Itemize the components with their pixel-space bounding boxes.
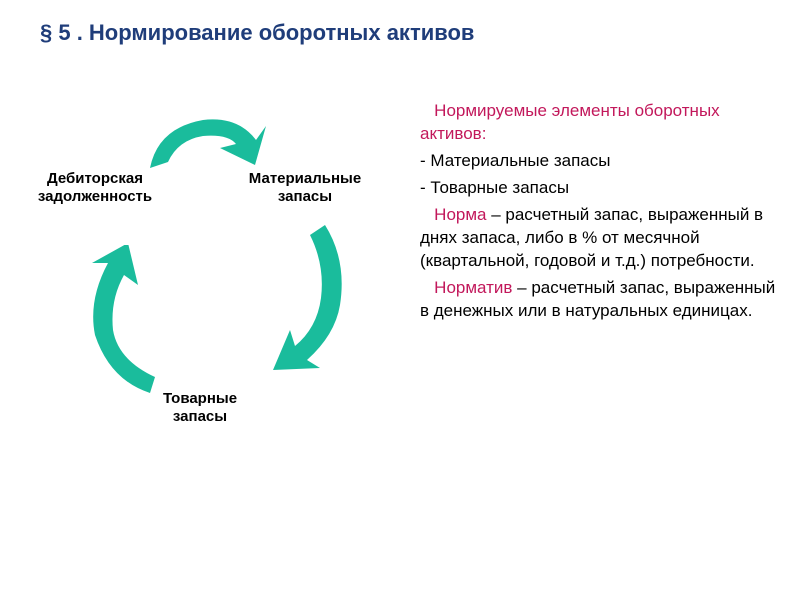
page-title: § 5 . Нормирование оборотных активов [40, 20, 474, 46]
cycle-diagram: Дебиторская задолженность Материальные з… [20, 100, 400, 500]
term-normativ: Норматив [434, 278, 512, 297]
cycle-arrow-left [80, 245, 175, 400]
list-item: - Товарные запасы [420, 177, 780, 200]
cycle-label-tovar: Товарные запасы [150, 390, 250, 426]
elements-title: Нормируемые элементы оборотных активов: [420, 101, 720, 143]
text-content: Нормируемые элементы оборотных активов: … [420, 100, 780, 326]
term-norma: Норма [434, 205, 486, 224]
cycle-label-material: Материальные запасы [245, 170, 365, 206]
list-item: - Материальные запасы [420, 150, 780, 173]
cycle-label-debitor: Дебиторская задолженность [30, 170, 160, 206]
cycle-arrow-right [245, 220, 355, 375]
